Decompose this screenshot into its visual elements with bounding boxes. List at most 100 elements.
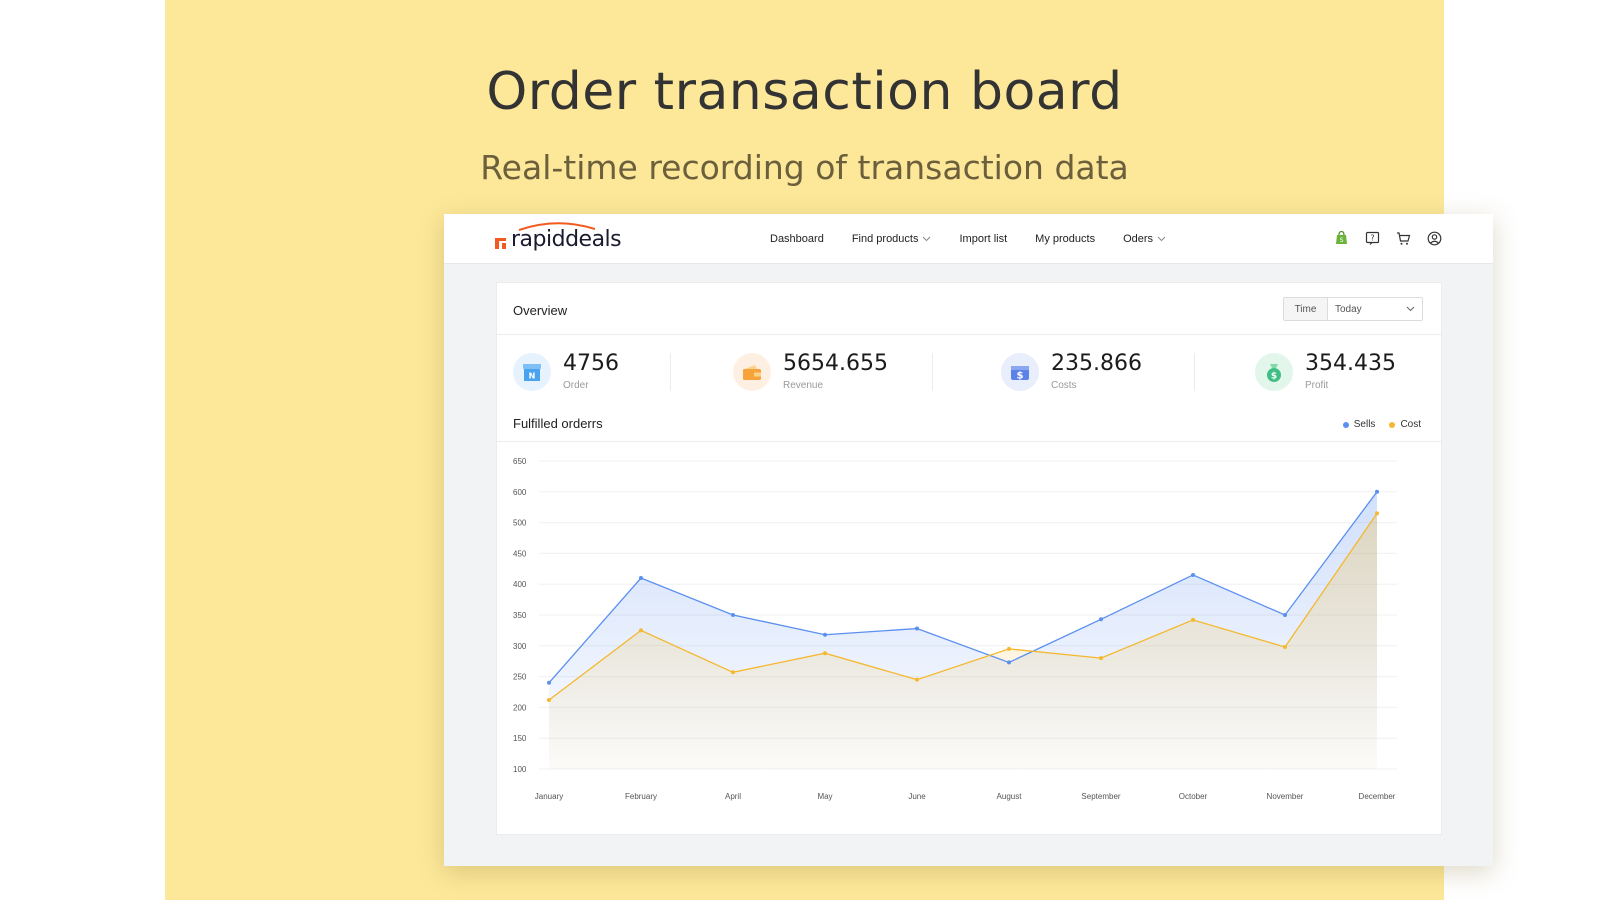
legend-item-sells[interactable]: Sells xyxy=(1342,419,1376,430)
data-point-cost xyxy=(1191,617,1195,622)
data-point-sells xyxy=(639,576,643,581)
stat-value: 4756 xyxy=(563,351,619,376)
data-point-sells xyxy=(1007,660,1011,665)
nav-import-list[interactable]: Import list xyxy=(959,233,1008,245)
y-tick-label: 450 xyxy=(513,549,527,558)
data-point-cost xyxy=(823,651,827,656)
y-tick-label: 250 xyxy=(513,673,527,682)
svg-text:S: S xyxy=(1339,237,1343,244)
chart-title: Fulfilled orderrs xyxy=(513,416,603,431)
stat-label: Profit xyxy=(1305,380,1329,391)
brand-name: rapiddeals xyxy=(511,221,622,252)
y-tick-label: 200 xyxy=(513,703,527,712)
top-navbar: rapiddeals Dashboard Find products Impor… xyxy=(444,214,1493,264)
svg-text:N: N xyxy=(529,372,536,381)
svg-text:?: ? xyxy=(1370,233,1374,242)
data-point-cost xyxy=(731,670,735,675)
logo-mark-icon xyxy=(495,238,506,249)
overview-panel: Overview Time Today N 4756 Order xyxy=(496,282,1442,835)
fulfilled-orders-chart: 100 150 200 250 300 350 400 450 500 600 650 January… xyxy=(513,457,1397,801)
data-point-cost xyxy=(639,628,643,633)
overview-title: Overview xyxy=(513,303,568,318)
stat-value: 354.435 xyxy=(1305,351,1396,376)
nav-orders[interactable]: Oders xyxy=(1123,233,1166,245)
stat-label: Costs xyxy=(1051,380,1077,391)
divider xyxy=(497,334,1441,335)
series-line-sells xyxy=(548,491,1378,684)
dollar-icon: $ xyxy=(1001,353,1039,391)
stat-label: Revenue xyxy=(783,380,824,391)
y-tick-label: 600 xyxy=(513,488,527,497)
order-icon: N xyxy=(513,353,551,391)
svg-text:$: $ xyxy=(1017,371,1024,382)
legend-swatch xyxy=(1389,421,1396,428)
x-tick-label: June xyxy=(908,792,926,801)
stat-value: 5654.655 xyxy=(783,351,888,376)
x-tick-label: August xyxy=(997,792,1023,801)
chevron-down-icon xyxy=(923,236,931,242)
y-tick-label: 300 xyxy=(513,642,527,651)
x-tick-label: April xyxy=(725,792,741,801)
y-tick-label: 650 xyxy=(513,457,527,466)
legend-item-cost[interactable]: Cost xyxy=(1389,419,1421,430)
y-tick-label: 150 xyxy=(513,734,527,743)
chart-legend: Sells Cost xyxy=(1342,419,1421,430)
stat-label: Order xyxy=(563,380,589,391)
data-point-sells xyxy=(1191,572,1195,577)
series-line-cost xyxy=(548,512,1378,701)
x-tick-label: May xyxy=(817,792,832,801)
data-point-sells xyxy=(1375,489,1379,494)
y-tick-label: 500 xyxy=(513,519,527,528)
data-point-cost xyxy=(1007,646,1011,651)
data-point-sells xyxy=(731,613,735,617)
brand-logo[interactable]: rapiddeals xyxy=(494,221,622,254)
nav-my-products[interactable]: My products xyxy=(1035,233,1096,245)
time-select[interactable]: Today xyxy=(1328,298,1422,320)
money-bag-icon: $ xyxy=(1255,353,1293,391)
header-actions: S ? xyxy=(1332,229,1443,247)
y-tick-label: 350 xyxy=(513,611,527,620)
data-point-sells xyxy=(823,632,827,637)
legend-swatch xyxy=(1342,421,1349,428)
shopify-bag-icon[interactable]: S xyxy=(1332,229,1350,247)
data-point-sells xyxy=(1099,617,1103,622)
data-point-sells xyxy=(915,626,919,631)
page-subheadline: Real-time recording of transaction data xyxy=(480,148,1129,187)
stat-separator xyxy=(670,353,671,391)
promo-banner: Order transaction board Real-time record… xyxy=(165,0,1493,900)
x-tick-label: September xyxy=(1081,792,1120,801)
data-point-cost xyxy=(1375,511,1379,516)
y-tick-label: 100 xyxy=(513,765,527,774)
series-area-cost xyxy=(549,513,1377,769)
help-icon[interactable]: ? xyxy=(1363,229,1381,247)
stats-row: N 4756 Order 5654.655 Revenue $ 23 xyxy=(497,351,1441,393)
stat-separator xyxy=(1194,353,1195,391)
app-window: rapiddeals Dashboard Find products Impor… xyxy=(444,214,1493,866)
time-filter: Time Today xyxy=(1283,297,1423,321)
x-tick-label: November xyxy=(1267,792,1304,801)
y-tick-label: 400 xyxy=(513,580,527,589)
cart-icon[interactable] xyxy=(1394,229,1412,247)
legend-label: Sells xyxy=(1353,419,1376,430)
page-headline: Order transaction board xyxy=(486,62,1123,122)
svg-text:$: $ xyxy=(1271,372,1277,382)
x-tick-label: January xyxy=(535,792,563,801)
nav-find-products[interactable]: Find products xyxy=(852,233,932,245)
stat-value: 235.866 xyxy=(1051,351,1142,376)
legend-label: Cost xyxy=(1400,419,1421,430)
user-icon[interactable] xyxy=(1425,229,1443,247)
time-filter-label: Time xyxy=(1284,298,1328,320)
divider xyxy=(497,441,1441,442)
chevron-down-icon xyxy=(1406,306,1415,312)
data-point-sells xyxy=(1283,613,1287,617)
wallet-icon xyxy=(733,353,771,391)
x-tick-label: October xyxy=(1179,792,1208,801)
stat-separator xyxy=(932,353,933,391)
data-point-cost xyxy=(547,698,551,703)
x-tick-label: December xyxy=(1359,792,1396,801)
data-point-cost xyxy=(1283,645,1287,650)
logo-arc-icon xyxy=(518,221,596,231)
chevron-down-icon xyxy=(1157,236,1166,242)
data-point-cost xyxy=(915,677,919,682)
nav-dashboard[interactable]: Dashboard xyxy=(770,233,824,245)
